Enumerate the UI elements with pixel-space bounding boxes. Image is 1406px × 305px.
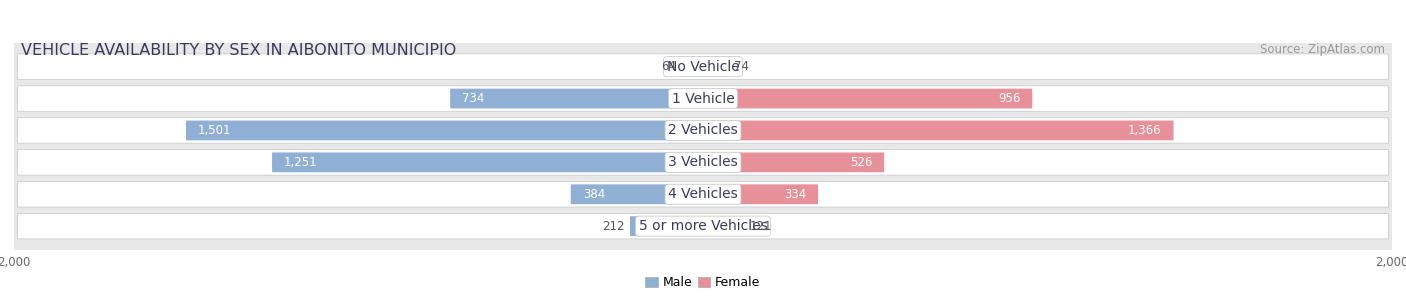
Text: 734: 734 — [463, 92, 485, 105]
Text: 956: 956 — [998, 92, 1021, 105]
FancyBboxPatch shape — [17, 149, 1389, 175]
FancyBboxPatch shape — [186, 120, 703, 140]
Text: VEHICLE AVAILABILITY BY SEX IN AIBONITO MUNICIPIO: VEHICLE AVAILABILITY BY SEX IN AIBONITO … — [21, 43, 456, 58]
Text: 526: 526 — [849, 156, 872, 169]
Text: 334: 334 — [783, 188, 806, 201]
FancyBboxPatch shape — [703, 89, 1032, 109]
Text: 74: 74 — [734, 60, 748, 73]
FancyBboxPatch shape — [703, 152, 884, 172]
FancyBboxPatch shape — [17, 118, 1389, 143]
Text: 1,366: 1,366 — [1128, 124, 1161, 137]
Text: Source: ZipAtlas.com: Source: ZipAtlas.com — [1260, 43, 1385, 56]
FancyBboxPatch shape — [450, 89, 703, 109]
FancyBboxPatch shape — [571, 184, 703, 204]
Legend: Male, Female: Male, Female — [645, 276, 761, 289]
FancyBboxPatch shape — [681, 57, 703, 77]
Text: 4 Vehicles: 4 Vehicles — [668, 187, 738, 201]
Text: 121: 121 — [749, 220, 772, 233]
FancyBboxPatch shape — [17, 54, 1389, 79]
FancyBboxPatch shape — [17, 86, 1389, 111]
FancyBboxPatch shape — [703, 120, 1174, 140]
FancyBboxPatch shape — [17, 214, 1389, 239]
FancyBboxPatch shape — [703, 184, 818, 204]
FancyBboxPatch shape — [17, 181, 1389, 207]
FancyBboxPatch shape — [703, 216, 745, 236]
FancyBboxPatch shape — [630, 216, 703, 236]
Text: 1,501: 1,501 — [198, 124, 232, 137]
FancyBboxPatch shape — [703, 57, 728, 77]
Text: 3 Vehicles: 3 Vehicles — [668, 155, 738, 169]
FancyBboxPatch shape — [273, 152, 703, 172]
Text: 2 Vehicles: 2 Vehicles — [668, 124, 738, 138]
Text: 384: 384 — [582, 188, 605, 201]
Text: 1,251: 1,251 — [284, 156, 318, 169]
Text: 64: 64 — [661, 60, 676, 73]
Text: No Vehicle: No Vehicle — [666, 60, 740, 74]
Text: 1 Vehicle: 1 Vehicle — [672, 92, 734, 106]
Text: 212: 212 — [602, 220, 624, 233]
Text: 5 or more Vehicles: 5 or more Vehicles — [638, 219, 768, 233]
